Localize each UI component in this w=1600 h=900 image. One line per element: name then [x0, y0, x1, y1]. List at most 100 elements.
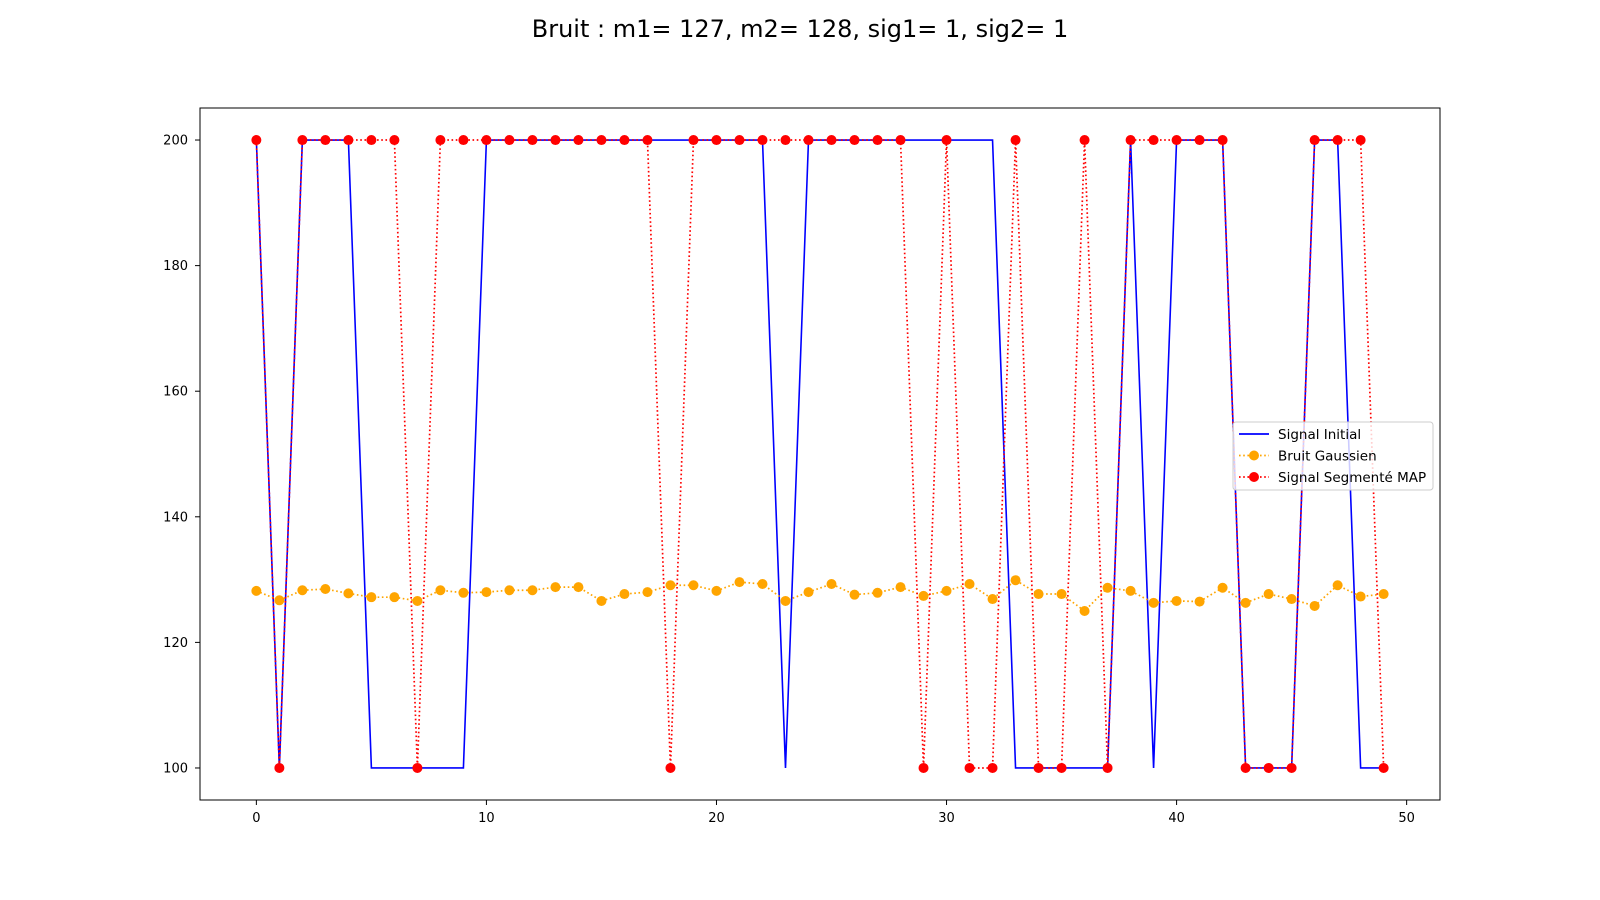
series-2-point	[1079, 135, 1090, 146]
series-1-point	[826, 578, 837, 589]
series-2-point	[320, 135, 331, 146]
series-2-point	[1010, 135, 1021, 146]
y-tick-label: 160	[163, 385, 188, 400]
chart-title: Bruit : m1= 127, m2= 128, sig1= 1, sig2=…	[532, 15, 1069, 43]
series-2-point	[1332, 135, 1343, 146]
series-2-point	[1378, 762, 1389, 773]
series-1-point	[642, 587, 653, 598]
series-2-point	[757, 135, 768, 146]
legend-box	[1232, 421, 1434, 491]
series-2-point	[435, 135, 446, 146]
x-tick-label: 10	[478, 811, 495, 826]
series-2-point	[711, 135, 722, 146]
series-2-point	[619, 135, 630, 146]
series-1-point	[343, 588, 354, 599]
series-2-point	[1217, 135, 1228, 146]
series-2-point	[412, 762, 423, 773]
series-2-point	[573, 135, 584, 146]
series-1-point	[1194, 596, 1205, 607]
markers-layer	[251, 135, 1389, 773]
y-tick-label: 100	[163, 761, 188, 776]
y-tick-label: 200	[163, 134, 188, 149]
series-2-point	[987, 762, 998, 773]
legend-marker	[1249, 450, 1259, 461]
series-1-point	[1263, 589, 1274, 600]
series-2-point	[688, 135, 699, 146]
series-1-point	[688, 580, 699, 591]
series-2-point	[251, 135, 262, 146]
series-1-point	[987, 594, 998, 605]
plot-frame	[199, 107, 1441, 801]
series-2-point	[1240, 762, 1251, 773]
series-2-point	[872, 135, 883, 146]
x-tick-label: 40	[1168, 811, 1185, 826]
series-1-point	[527, 585, 538, 596]
series-2-point	[1125, 135, 1136, 146]
legend-label: Signal Initial	[1278, 427, 1361, 443]
series-2-point	[849, 135, 860, 146]
series-1-point	[504, 585, 515, 596]
series-2-point	[1355, 135, 1366, 146]
series-1-point	[274, 595, 285, 606]
series-1-point	[734, 577, 745, 588]
series-1-point	[1056, 589, 1067, 600]
series-1-point	[320, 584, 331, 595]
series-2-point	[504, 135, 515, 146]
series-2-point	[665, 762, 676, 773]
series-2-point	[389, 135, 400, 146]
legend-marker	[1249, 472, 1259, 482]
series-1-point	[1332, 580, 1343, 591]
series-2-point	[964, 762, 975, 773]
series-2-point	[274, 762, 285, 773]
series-2-point	[734, 135, 745, 146]
series-1-point	[1286, 594, 1297, 605]
series-1-point	[1125, 585, 1136, 596]
series-2-point	[366, 135, 377, 146]
legend: Signal Initial Bruit Gaussien Signal Segme…	[1232, 421, 1434, 491]
legend-label: Bruit Gaussien	[1278, 449, 1377, 465]
series-1-point	[435, 585, 446, 596]
series-1-point	[918, 590, 929, 601]
y-tick-label: 180	[163, 259, 188, 274]
series-2-point	[1148, 135, 1159, 146]
series-1-point	[389, 592, 400, 603]
axes-ticks: 0 10 20 30 40 50 100 120 140 160 180 200	[163, 134, 1415, 826]
series-2-point	[1171, 135, 1182, 146]
series-1-point	[1355, 591, 1366, 602]
series-2-point	[527, 135, 538, 146]
y-tick-label: 120	[163, 636, 188, 651]
x-tick-label: 50	[1398, 811, 1415, 826]
series-2-point	[1286, 762, 1297, 773]
series-2-point	[941, 135, 952, 146]
series-1-point	[619, 589, 630, 600]
series-1-point	[1102, 582, 1113, 593]
series-2-point	[1102, 762, 1113, 773]
series-2-point	[1056, 762, 1067, 773]
series-1-point	[941, 585, 952, 596]
x-tick-label: 0	[252, 811, 260, 826]
legend-label: Signal Segmenté MAP	[1278, 470, 1426, 486]
series-2-point	[1309, 135, 1320, 146]
series-1-point	[251, 585, 262, 596]
y-tick-label: 140	[163, 510, 188, 525]
series-1-point	[297, 585, 308, 596]
series-2-point	[596, 135, 607, 146]
series-2-point	[458, 135, 469, 146]
series-1-point	[366, 592, 377, 603]
series-1-point	[711, 585, 722, 596]
series-2-point	[918, 762, 929, 773]
series-2-point	[343, 135, 354, 146]
series-1-point	[481, 587, 492, 598]
x-tick-label: 30	[938, 811, 955, 826]
series-2-point	[481, 135, 492, 146]
series-2-point	[1033, 762, 1044, 773]
series-1-point	[1033, 589, 1044, 600]
series-1-point	[872, 587, 883, 598]
series-1-point	[895, 582, 906, 593]
series-1-point	[665, 580, 676, 591]
series-1-point	[1240, 597, 1251, 608]
series-1-point	[573, 582, 584, 593]
series-1-point	[550, 582, 561, 593]
series-2-point	[780, 135, 791, 146]
